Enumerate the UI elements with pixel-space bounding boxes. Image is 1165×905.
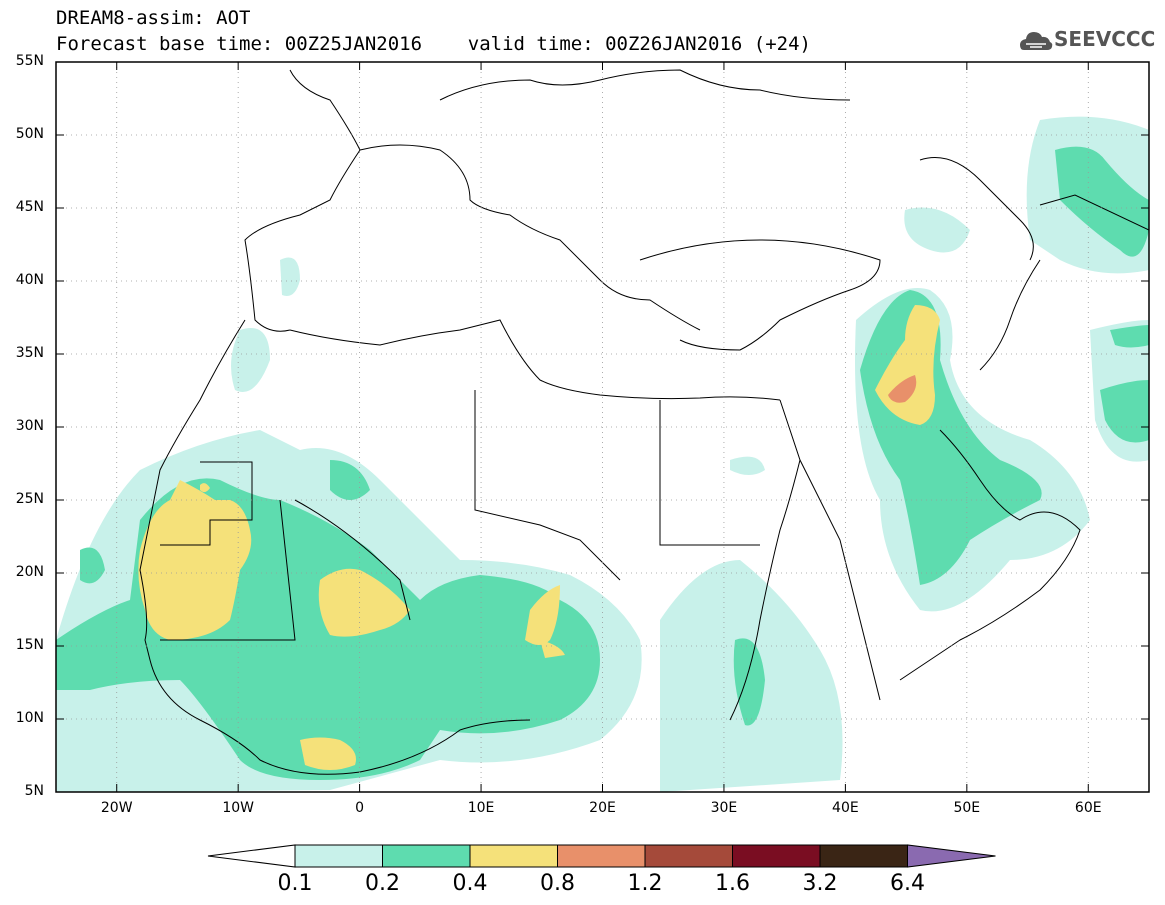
aot-contours: [56, 116, 1149, 792]
lon-label: 10W: [222, 800, 254, 816]
lat-label: 25N: [15, 491, 44, 507]
lat-label: 45N: [15, 199, 44, 215]
colorbar-segment: [469, 844, 558, 868]
lon-label: 0: [355, 800, 365, 816]
lat-label: 15N: [15, 637, 44, 653]
lon-label: 40E: [832, 800, 859, 816]
map-title: DREAM8-assim: AOT: [56, 7, 251, 29]
lat-label: 20N: [15, 564, 44, 580]
cloud-icon: [1020, 32, 1053, 50]
colorbar-threshold-label: 0.8: [540, 871, 575, 896]
lat-label: 35N: [15, 345, 44, 361]
graticule: [56, 62, 1149, 792]
lat-label: 50N: [15, 126, 44, 142]
colorbar-segment: [294, 844, 383, 868]
forecast-time-info: Forecast base time: 00Z25JAN2016 valid t…: [56, 33, 811, 55]
colorbar-threshold-label: 1.2: [627, 871, 663, 896]
lat-label: 40N: [15, 272, 44, 288]
lon-label: 60E: [1074, 800, 1102, 816]
colorbar-min-arrow: [207, 844, 296, 868]
lon-label: 50E: [953, 800, 981, 816]
colorbar-segment: [819, 844, 908, 868]
logo-text: SEEVCCC: [1054, 27, 1156, 51]
colorbar-threshold-label: 0.2: [365, 871, 400, 896]
lon-label: 20E: [589, 800, 616, 816]
colorbar-segment: [644, 844, 733, 868]
coastlines: [139, 69, 1149, 775]
colorbar-threshold-label: 3.2: [802, 871, 838, 896]
colorbar-threshold-label: 0.1: [277, 871, 313, 896]
colorbar-threshold-label: 0.4: [452, 871, 488, 896]
lon-label: 20W: [100, 800, 133, 816]
colorbar-threshold-label: 1.6: [715, 871, 750, 896]
colorbar-segment: [732, 844, 821, 868]
colorbar-segment: [557, 844, 646, 868]
lat-label: 10N: [15, 710, 44, 726]
lon-label: 30E: [710, 800, 738, 816]
lat-label: 5N: [24, 783, 44, 799]
colorbar-segment: [382, 844, 471, 868]
axis-ticks: [56, 61, 1149, 793]
lat-label: 30N: [15, 418, 44, 434]
lat-label: 55N: [15, 53, 44, 69]
lon-label: 10E: [467, 800, 495, 816]
colorbar: [207, 844, 996, 868]
colorbar-threshold-label: 6.4: [890, 871, 925, 896]
colorbar-max-arrow: [907, 844, 996, 868]
